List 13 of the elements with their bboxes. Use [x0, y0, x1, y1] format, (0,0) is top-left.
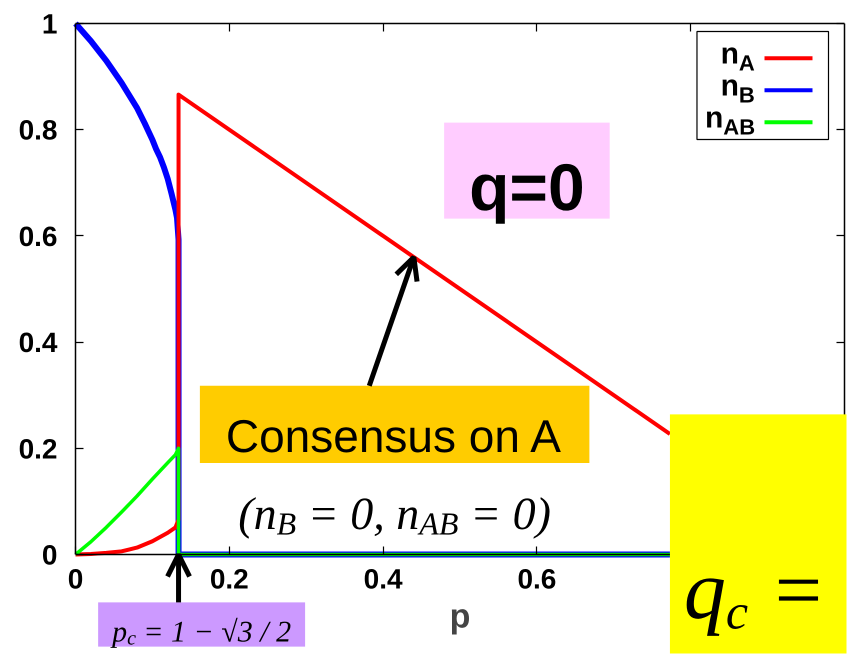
x-tick-label: 0.4 — [364, 564, 403, 594]
annotation: Consensus on A — [226, 410, 562, 462]
x-axis-title: p — [450, 598, 470, 636]
y-tick-label: 1 — [42, 8, 58, 40]
y-tick-label: 0 — [42, 540, 58, 570]
y-tick-label: 0.6 — [18, 220, 58, 252]
y-tick-label: 0.8 — [18, 114, 58, 146]
y-tick-label: 0.2 — [18, 433, 58, 464]
annotation: q=0 — [469, 150, 585, 224]
y-tick-label: 0.4 — [18, 327, 58, 358]
x-tick-label: 0 — [68, 564, 84, 594]
x-tick-label: 0.2 — [210, 564, 249, 594]
x-tick-label: 0.6 — [517, 564, 556, 594]
